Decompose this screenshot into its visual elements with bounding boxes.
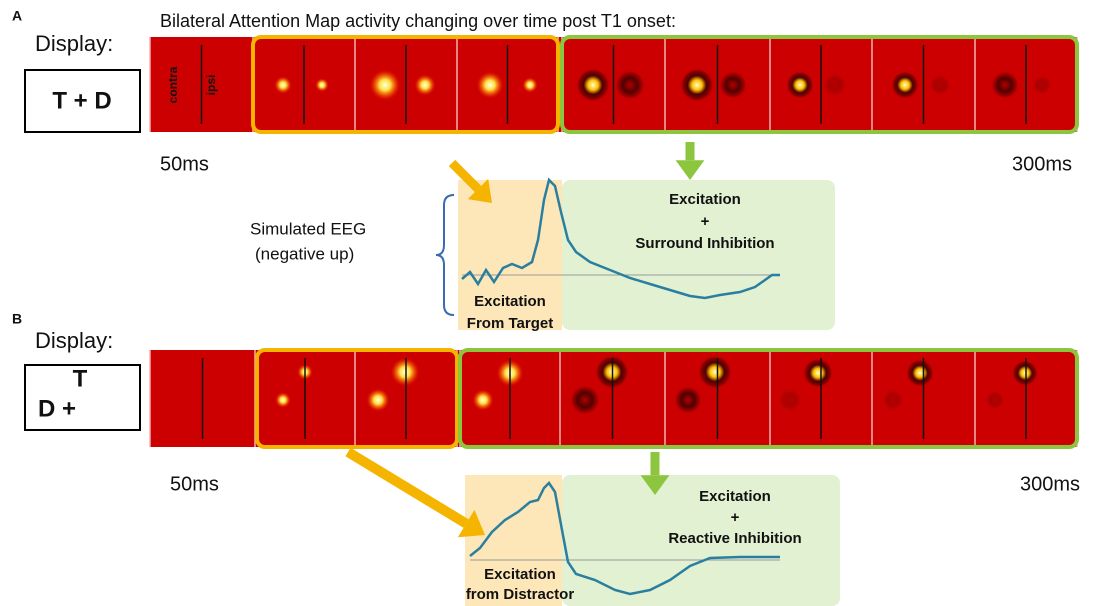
activity-blob — [615, 70, 645, 100]
activity-blob — [778, 388, 802, 412]
activity-blob — [680, 68, 714, 102]
display-label: Display: — [35, 31, 113, 56]
end-time: 300ms — [1020, 473, 1080, 495]
annotation: Excitation — [484, 566, 556, 583]
annotation: Excitation — [699, 488, 771, 505]
activity-blob — [522, 77, 538, 93]
panel-label: B — [12, 311, 22, 327]
start-time: 50ms — [170, 473, 219, 495]
activity-blob — [1012, 360, 1038, 386]
layers: contra ipsi — [150, 37, 1077, 606]
activity-blob — [476, 71, 504, 99]
activity-blob — [570, 385, 600, 415]
activity-blob — [472, 389, 494, 411]
eeg-label: (negative up) — [255, 244, 354, 263]
annotation: Reactive Inhibition — [668, 530, 801, 547]
activity-blob — [786, 71, 814, 99]
activity-blob — [891, 71, 919, 99]
annotation: Excitation — [474, 293, 546, 310]
activity-blob — [390, 357, 420, 387]
start-time: 50ms — [160, 153, 209, 175]
display-text: T + D — [52, 87, 111, 114]
strip-label: ipsi — [204, 75, 218, 96]
activity-blob — [985, 390, 1005, 410]
activity-blob — [882, 389, 904, 411]
annotation: Surround Inhibition — [635, 235, 774, 252]
activity-blob — [414, 74, 436, 96]
activity-blob — [698, 355, 732, 389]
annotation: Excitation — [669, 191, 741, 208]
activity-blob — [1032, 75, 1052, 95]
annotation: from Distractor — [466, 586, 575, 603]
panel-label: A — [12, 8, 22, 24]
title: Bilateral Attention Map activity changin… — [160, 11, 676, 31]
activity-blob — [674, 386, 702, 414]
activity-blob — [576, 68, 610, 102]
arrow-head — [676, 160, 705, 180]
arrow — [348, 452, 466, 524]
figure: contra ipsi A Display: T + D Bilateral At… — [0, 0, 1107, 606]
activity-blob — [991, 71, 1019, 99]
end-time: 300ms — [1012, 153, 1072, 175]
display-text: D + — [38, 395, 76, 422]
activity-blob — [369, 69, 401, 101]
activity-blob — [315, 78, 329, 92]
activity-blob — [719, 71, 747, 99]
annotation: + — [701, 213, 710, 230]
strip-label: contra — [166, 66, 180, 103]
activity-blob — [274, 76, 292, 94]
eeg-label: Simulated EEG — [250, 219, 366, 238]
annotation: + — [731, 509, 740, 526]
activity-blob — [803, 358, 833, 388]
activity-blob — [823, 73, 847, 97]
display-text: T — [73, 365, 88, 392]
activity-blob — [366, 388, 390, 412]
annotation: From Target — [467, 315, 553, 332]
activity-blob — [929, 74, 951, 96]
activity-blob — [275, 392, 291, 408]
display-label: Display: — [35, 328, 113, 353]
activity-blob — [906, 359, 934, 387]
bracket — [436, 195, 454, 315]
